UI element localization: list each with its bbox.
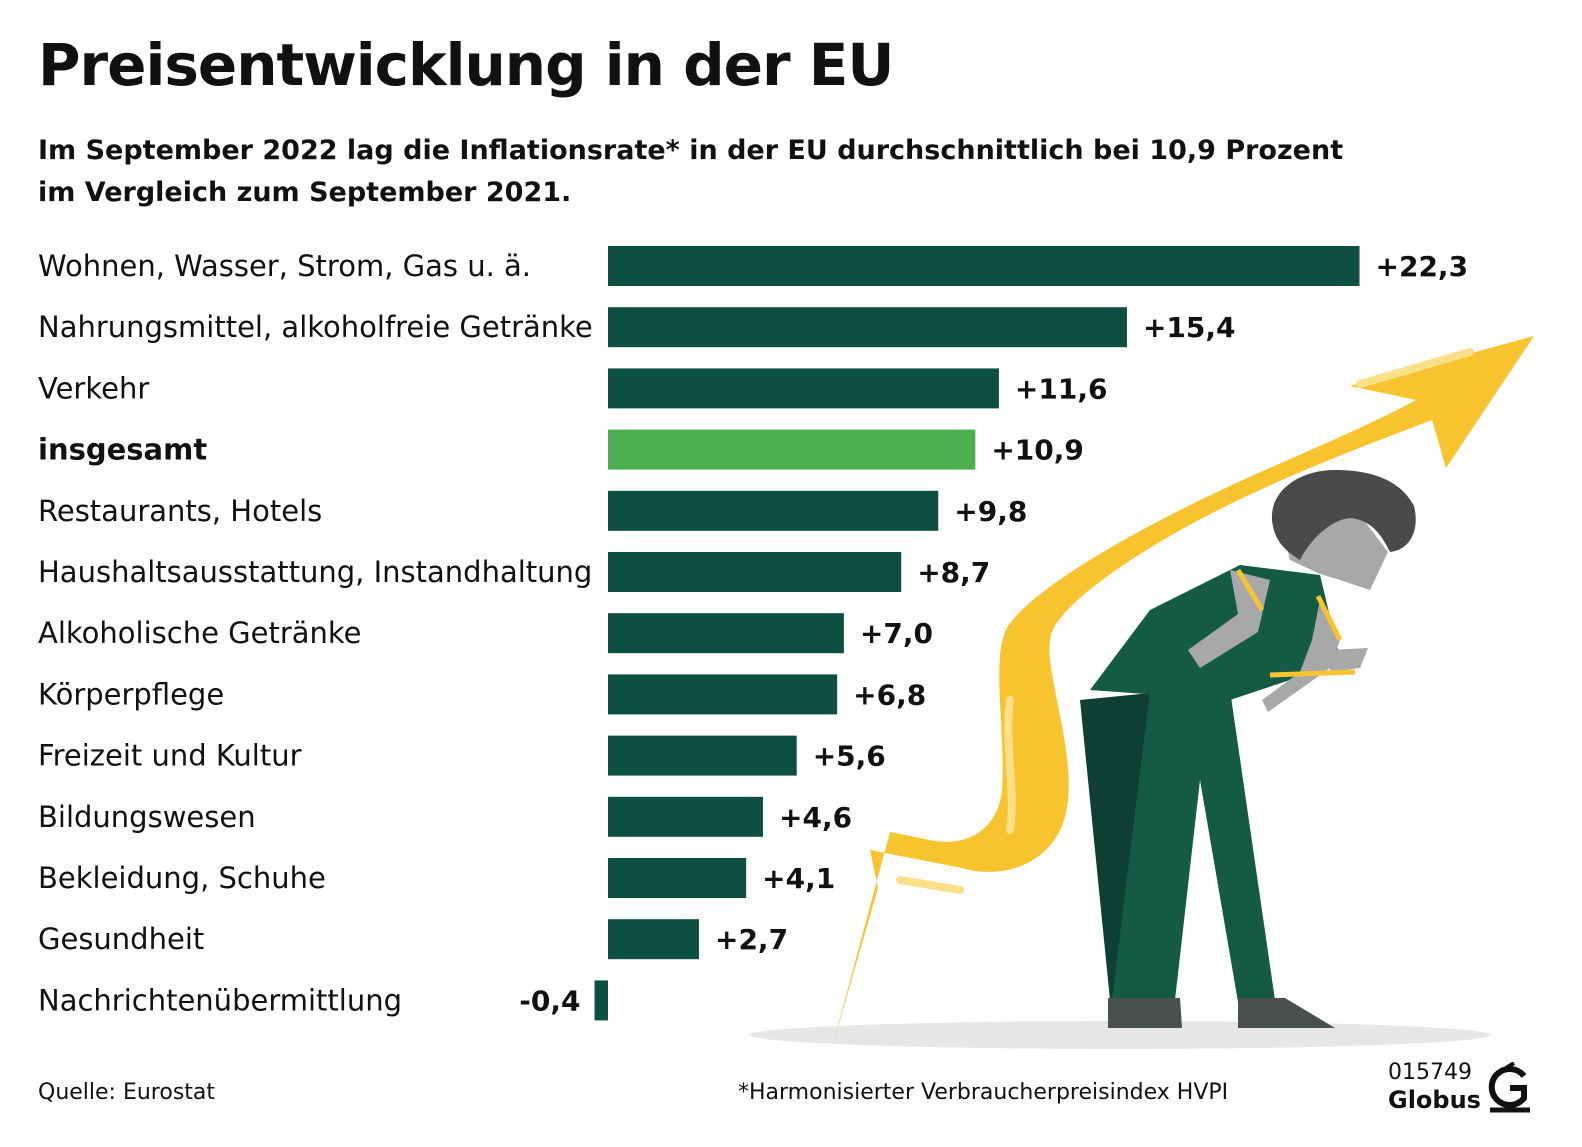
value-label-nahrungsmittel-alkoholfreie-getraenke: +15,4: [1143, 311, 1236, 344]
category-label-bekleidung-schuhe: Bekleidung, Schuhe: [38, 861, 326, 895]
value-label-bildungswesen: +4,6: [779, 801, 852, 834]
value-label-alkoholische-getraenke: +7,0: [860, 617, 933, 650]
value-label-freizeit-und-kultur: +5,6: [813, 740, 886, 773]
figure-arm-right-icon: [1262, 600, 1340, 712]
category-label-verkehr: Verkehr: [38, 371, 149, 405]
value-label-bekleidung-schuhe: +4,1: [762, 862, 835, 895]
figure-strap-icon: [1235, 568, 1356, 678]
figure-arm-left-icon: [1188, 570, 1270, 668]
brand-name: Globus: [1388, 1086, 1481, 1114]
figure-leg-front-icon: [1112, 690, 1275, 1002]
bar-wohnen-wasser-strom-gas-u-ae: [608, 246, 1360, 286]
bar-gesundheit: [608, 919, 699, 960]
bar-nahrungsmittel-alkoholfreie-getraenke: [608, 307, 1127, 348]
category-label-haushaltsausstattung-instandhaltung: Haushaltsausstattung, Instandhaltung: [38, 555, 592, 589]
arrow-highlight-icon: [896, 348, 1474, 894]
bar-bildungswesen: [608, 796, 764, 837]
value-label-gesundheit: +2,7: [715, 923, 788, 956]
bar-insgesamt: [608, 429, 976, 470]
rising-arrow-icon: [832, 336, 1534, 1048]
category-label-insgesamt: insgesamt: [38, 433, 207, 467]
bar-haushaltsausstattung-instandhaltung: [608, 552, 902, 592]
bar-verkehr: [608, 368, 999, 409]
value-label-verkehr: +11,6: [1015, 372, 1108, 405]
globus-logo: 015749 Globus: [1388, 1060, 1538, 1120]
value-label-wohnen-wasser-strom-gas-u-ae: +22,3: [1376, 250, 1469, 283]
value-label-koerperpflege: +6,8: [853, 678, 926, 711]
figure-shoe-left-icon: [1108, 998, 1182, 1028]
category-label-alkoholische-getraenke: Alkoholische Getränke: [38, 616, 362, 650]
bar-group: Wohnen, Wasser, Strom, Gas u. ä. +22,3 Nah…: [38, 246, 1469, 1021]
figure-shoe-right-icon: [1238, 998, 1335, 1028]
figure-hand-icon: [1330, 648, 1368, 672]
chart-title: Preisentwicklung in der EU: [38, 31, 895, 99]
illustration: [750, 336, 1534, 1049]
value-label-haushaltsausstattung-instandhaltung: +8,7: [917, 556, 990, 589]
category-label-gesundheit: Gesundheit: [38, 922, 204, 956]
chart-subtitle: Im September 2022 lag die Inflationsrate…: [38, 135, 1344, 208]
category-label-restaurants-hotels: Restaurants, Hotels: [38, 494, 322, 528]
bar-nachrichtenuebermittlung: [594, 980, 608, 1021]
bar-restaurants-hotels: [608, 490, 939, 531]
category-label-wohnen-wasser-strom-gas-u-ae: Wohnen, Wasser, Strom, Gas u. ä.: [38, 249, 531, 283]
bar-koerperpflege: [608, 674, 838, 715]
category-label-nachrichtenuebermittlung: Nachrichtenübermittlung: [38, 983, 402, 1017]
figure-hair-icon: [1271, 470, 1416, 560]
graphic-code: 015749: [1388, 1060, 1472, 1085]
bar-alkoholische-getraenke: [608, 613, 844, 654]
category-label-nahrungsmittel-alkoholfreie-getraenke: Nahrungsmittel, alkoholfreie Getränke: [38, 310, 593, 344]
bar-bekleidung-schuhe: [608, 858, 747, 898]
category-label-koerperpflege: Körperpflege: [38, 677, 224, 711]
category-label-freizeit-und-kultur: Freizeit und Kultur: [38, 739, 302, 773]
category-label-bildungswesen: Bildungswesen: [38, 800, 256, 834]
source-note: Quelle: Eurostat: [38, 1080, 216, 1105]
value-label-insgesamt: +10,9: [991, 434, 1084, 467]
bar-freizeit-und-kultur: [608, 735, 797, 776]
value-label-restaurants-hotels: +9,8: [954, 495, 1027, 528]
globus-g-icon: [1488, 1062, 1530, 1113]
footnote: *Harmonisierter Verbraucherpreisindex HV…: [738, 1080, 1229, 1105]
value-label-nachrichtenuebermittlung: -0,4: [519, 984, 580, 1017]
